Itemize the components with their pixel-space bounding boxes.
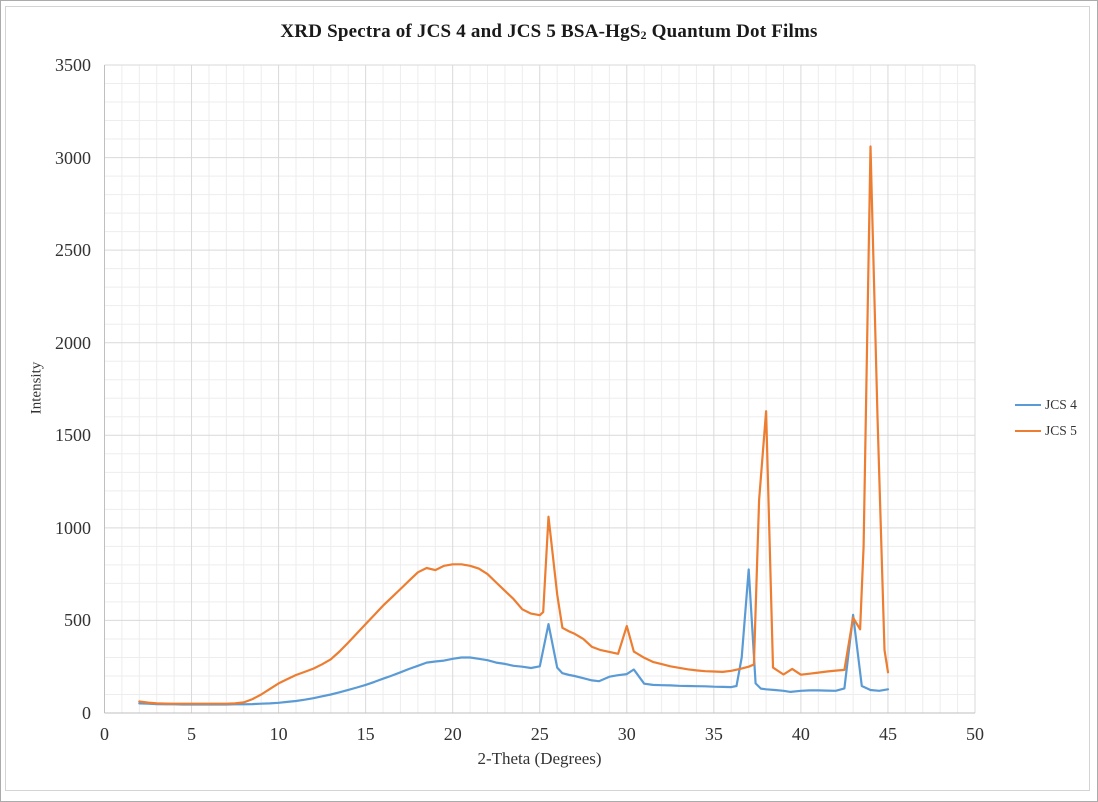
legend-line-swatch [1015, 403, 1041, 407]
gridlines-minor [104, 65, 975, 713]
series-line-jcs-4 [138, 568, 890, 706]
axis-lines [104, 65, 975, 714]
x-tick-label: 25 [530, 724, 549, 744]
y-tick-label: 2000 [55, 332, 91, 353]
chart-title-text-end: Quantum Dot Films [646, 21, 818, 42]
chart-title-text: XRD Spectra of JCS 4 and JCS 5 BSA-HgS [280, 21, 641, 42]
y-tick-label: 1000 [55, 517, 91, 538]
chart-title: XRD Spectra of JCS 4 and JCS 5 BSA-HgS2 … [1, 21, 1097, 43]
y-tick-label: 3000 [55, 147, 91, 168]
y-tick-label: 1500 [55, 425, 91, 446]
y-axis-title: Intensity [28, 361, 45, 415]
x-tick-label: 0 [100, 724, 109, 744]
x-tick-label: 45 [878, 724, 897, 744]
legend-item-jcs-4: JCS 4 [1015, 392, 1077, 418]
gridlines-major [104, 64, 976, 713]
x-tick-label: 5 [187, 724, 197, 744]
y-tick-label: 0 [82, 703, 91, 723]
chart-title-subscript: 2 [640, 28, 647, 42]
legend-line-swatch [1015, 429, 1041, 433]
legend-label: JCS 5 [1045, 423, 1077, 438]
x-axis-title: 2-Theta (Degrees) [477, 749, 602, 768]
y-tick-label: 3500 [55, 55, 91, 75]
x-tick-label: 15 [356, 724, 375, 744]
x-tick-label: 20 [443, 724, 462, 744]
y-tick-label: 500 [64, 610, 91, 631]
legend-label: JCS 4 [1045, 397, 1077, 412]
x-tick-label: 40 [791, 724, 810, 744]
legend: JCS 4 JCS 5 [1015, 392, 1077, 444]
x-tick-label: 10 [269, 724, 288, 744]
x-tick-label: 50 [966, 724, 984, 744]
x-tick-label: 30 [617, 724, 636, 744]
legend-item-jcs-5: JCS 5 [1015, 418, 1077, 444]
x-tick-label: 35 [704, 724, 723, 744]
series-line-jcs-5 [138, 145, 890, 705]
y-tick-label: 2500 [55, 240, 91, 261]
